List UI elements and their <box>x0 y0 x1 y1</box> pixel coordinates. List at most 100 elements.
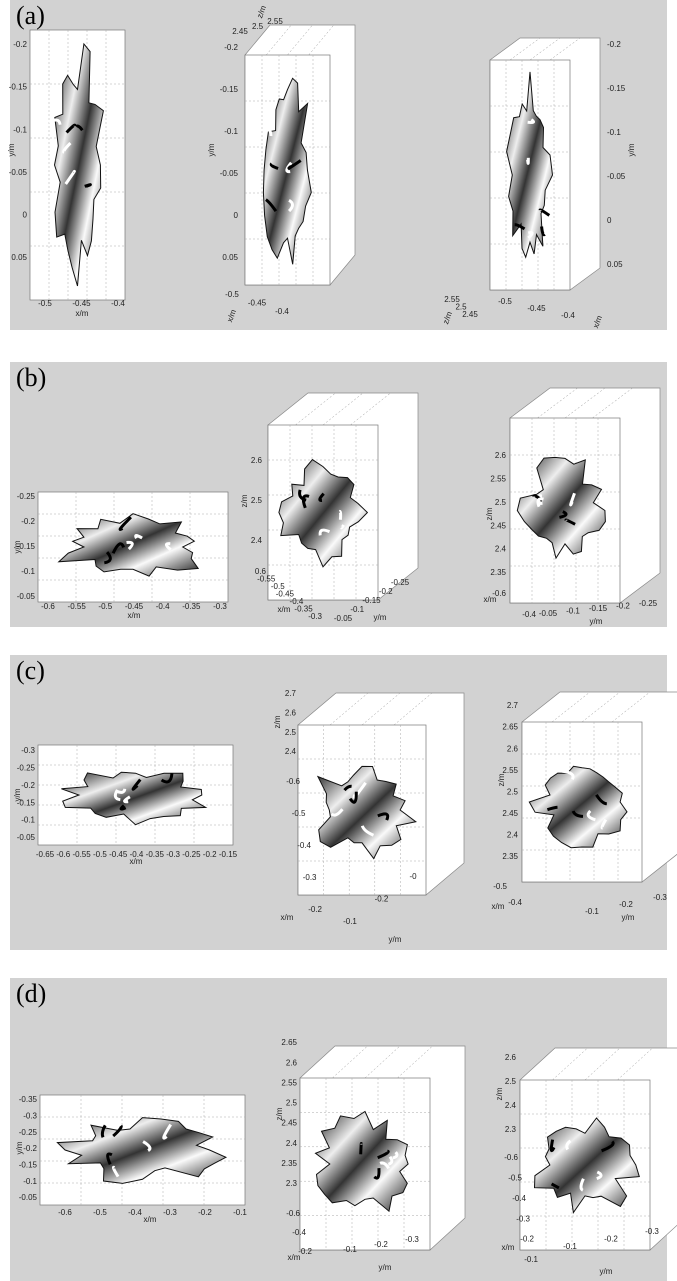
tick-label: -0.3 <box>21 746 35 755</box>
tick-label: -0.3 <box>23 1111 37 1120</box>
tick-label: -0.5 <box>93 1208 107 1217</box>
tick-label: 2.55 <box>490 475 506 484</box>
tick-label: -0.4 <box>512 1194 526 1203</box>
tick-label: -0.6 <box>41 602 55 611</box>
grid <box>295 392 336 426</box>
tick-label: 2.65 <box>281 1038 297 1047</box>
surface-streak <box>514 223 526 231</box>
surface <box>516 456 606 560</box>
tick-label: -0.5 <box>271 582 285 591</box>
tick-label: 2.4 <box>251 536 263 545</box>
tick-label: -0.35 <box>19 1095 38 1104</box>
surface-streak <box>111 542 126 554</box>
axis-label: x/m <box>225 308 238 324</box>
tick-label: -0.35 <box>294 605 313 614</box>
tick-label: -0.4 <box>561 311 575 320</box>
tick-label: 2.65 <box>502 723 518 732</box>
tick-label: -0.3 <box>516 1214 530 1223</box>
tick-label: -0.1 <box>21 567 35 576</box>
tick-label: -0.6 <box>56 850 70 859</box>
surface-streak <box>527 118 535 125</box>
tick-label: 2.5 <box>495 498 507 507</box>
surface-streak <box>318 492 325 503</box>
grid <box>537 387 578 419</box>
tick-label: -0.2 <box>379 587 393 596</box>
tick-label: -0.2 <box>619 900 633 909</box>
tick-label: 2.6 <box>286 1058 298 1067</box>
tick-label: -0.05 <box>220 169 239 178</box>
tick-label: -0.4 <box>290 597 304 606</box>
surface-streak <box>536 497 544 508</box>
tick-label: 0.05 <box>11 253 27 262</box>
axis-label: z/m <box>485 507 494 520</box>
surface-streak <box>392 1151 399 1160</box>
axis-label: x/m <box>288 1253 301 1262</box>
tick-label: 2.35 <box>502 852 518 861</box>
tick-label: -0.4 <box>508 898 522 907</box>
tick-label: -0.4 <box>292 1228 306 1237</box>
tick-label: 2.55 <box>444 295 460 304</box>
tick-label: -0.1 <box>343 917 357 926</box>
tick-label: -0.25 <box>182 850 201 859</box>
tick-label: -0.6 <box>58 1208 72 1217</box>
axis-label: x/m <box>278 605 291 614</box>
axis-label: x/m <box>128 611 141 620</box>
tick-label: -0.5 <box>508 1174 522 1183</box>
tick-label: -0.05 <box>19 1193 38 1202</box>
tick-label: 2.55 <box>281 1078 297 1087</box>
tick-label: -0.4 <box>111 299 125 308</box>
surface-streak <box>359 1141 363 1155</box>
surface-streak <box>377 1149 390 1160</box>
tick-label: -0.25 <box>17 764 36 773</box>
surface-streak <box>348 791 358 804</box>
tick-label: 2.7 <box>285 689 297 698</box>
tick-label: 2.4 <box>507 831 519 840</box>
tick-label: -0.1 <box>23 1177 37 1186</box>
tick-label: -0.2 <box>607 40 621 49</box>
surface-streak <box>285 161 293 174</box>
tick-label: -0.5 <box>225 290 239 299</box>
tick-label: 2.55 <box>267 17 283 26</box>
tick-label: 0.05 <box>607 260 623 269</box>
tick-label: 2.6 <box>507 744 519 753</box>
grid <box>350 392 391 426</box>
tick-label: 2.5 <box>252 22 264 31</box>
tick-label: 2.5 <box>285 728 297 737</box>
tick-label: 2.4 <box>495 545 507 554</box>
tick-label: 2.45 <box>281 1119 297 1128</box>
surface-streak <box>301 494 310 509</box>
tick-label: -0.35 <box>182 602 201 611</box>
tick-label: -0.3 <box>166 850 180 859</box>
tick-label: -0.25 <box>19 1128 38 1137</box>
axis-label: y/m <box>13 788 22 801</box>
grid <box>592 387 633 419</box>
surface-streak <box>527 231 534 240</box>
surface-streak <box>377 812 390 821</box>
surface-streak <box>48 118 62 125</box>
surface <box>56 1117 228 1184</box>
tick-label: -0.2 <box>616 602 630 611</box>
tick-label: -0.4 <box>130 850 144 859</box>
surface-streak <box>287 159 302 170</box>
grid <box>361 692 401 726</box>
surface-streak <box>142 1140 152 1152</box>
axis-label: z/m <box>497 773 506 786</box>
grid <box>551 691 591 723</box>
surface-streak <box>596 1170 603 1181</box>
tick-label: 2.5 <box>251 496 263 505</box>
surface-streak <box>269 162 279 170</box>
tick-label: 2.55 <box>502 766 518 775</box>
tick-label: -0.45 <box>109 850 128 859</box>
surface-streak <box>123 795 131 804</box>
surface-streak <box>65 123 77 134</box>
axis-label: y/m <box>590 617 603 626</box>
tick-label: 0 <box>607 216 612 225</box>
axis-label: y/m <box>627 143 636 156</box>
panel-label: (c) <box>16 656 45 685</box>
tick-label: -0.25 <box>17 492 36 501</box>
panel-label: (d) <box>16 979 46 1008</box>
surface-streak <box>287 198 295 213</box>
surface <box>61 771 208 826</box>
tick-label: -0.15 <box>19 1160 38 1169</box>
